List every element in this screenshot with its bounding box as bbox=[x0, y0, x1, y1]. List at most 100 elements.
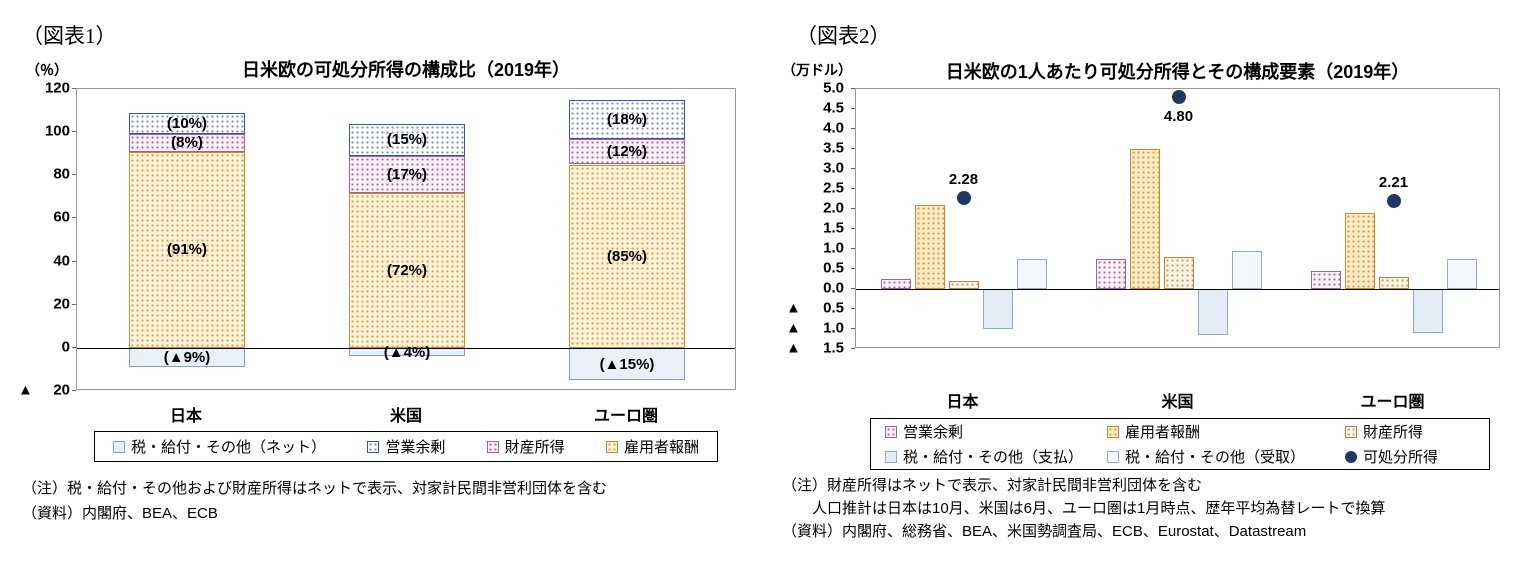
y-axis-tick-mark bbox=[851, 208, 855, 209]
negative-triangle-mark: ▲ bbox=[786, 299, 801, 317]
bar-operating bbox=[880, 279, 911, 289]
bar-data-label: (▲4%) bbox=[383, 343, 431, 361]
legend-item-compensation: 雇用者報酬 bbox=[605, 436, 699, 457]
bar-data-label: (▲9%) bbox=[163, 349, 211, 367]
y-axis-tick-label: 40 bbox=[53, 252, 70, 270]
y-axis-tick-label: 2.5 bbox=[823, 179, 844, 197]
y-axis-tick-label: 20 bbox=[53, 295, 70, 313]
y-axis-tick-mark bbox=[851, 168, 855, 169]
x-category-label: ユーロ圏 bbox=[593, 408, 658, 425]
y-axis-tick-mark bbox=[851, 248, 855, 249]
y-axis-tick-mark bbox=[72, 390, 76, 391]
legend-label-operating: 営業余剰 bbox=[903, 424, 964, 441]
y-axis-tick-mark bbox=[851, 128, 855, 129]
bar-data-label: (18%) bbox=[606, 110, 647, 128]
y-axis-tick-mark bbox=[72, 174, 76, 176]
legend-swatch-property bbox=[1345, 425, 1357, 438]
y-axis-tick-label: 1.0 bbox=[823, 239, 844, 257]
legend-label-tax_paid: 税・給付・その他（支払） bbox=[903, 449, 1084, 466]
legend-swatch-tax_paid bbox=[885, 450, 897, 463]
y-axis-tick-mark bbox=[851, 188, 855, 189]
figure1-note: （注）税・給付・その他および財産所得はネットで表示、対家計民間非営利団体を含む bbox=[22, 480, 608, 497]
scatter-point-disposable bbox=[1171, 90, 1186, 104]
figure1-caption: （図表1） bbox=[22, 24, 117, 48]
y-axis-tick-mark bbox=[851, 328, 855, 329]
bar-segment-compensation: (91%) bbox=[129, 151, 245, 348]
legend-swatch-operating bbox=[367, 440, 380, 453]
y-axis-tick-number: 0.5 bbox=[823, 299, 844, 317]
legend-item-property: 財産所得 bbox=[486, 436, 565, 457]
y-axis-tick-label: ▲ 1.0 bbox=[786, 321, 844, 336]
bar-data-label: (72%) bbox=[386, 261, 427, 279]
x-category-label: 米国 bbox=[389, 408, 422, 425]
figure2-source: （資料）内閣府、総務省、BEA、米国勢調査局、ECB、Eurostat、Data… bbox=[782, 523, 1307, 540]
figure2-panel: （図表2） 日米欧の1人あたり可処分所得とその構成要素（2019年） （万ドル）… bbox=[770, 0, 1514, 572]
y-axis-tick-mark bbox=[72, 346, 76, 348]
y-axis-tick-mark bbox=[851, 148, 855, 149]
legend-item-operating: 営業余剰 bbox=[885, 421, 1107, 442]
y-axis-tick-label: 3.5 bbox=[823, 139, 844, 157]
bar-data-label: (85%) bbox=[606, 247, 647, 265]
bar-tax_received bbox=[1231, 251, 1262, 289]
y-axis-tick-label: ▲ 1.5 bbox=[786, 341, 844, 356]
y-axis-tick-number: 1.0 bbox=[823, 319, 844, 337]
legend-label-tax_received: 税・給付・その他（受取） bbox=[1125, 449, 1306, 466]
y-axis-tick-label: 3.0 bbox=[823, 159, 844, 177]
bar-segment-property: (8%) bbox=[129, 134, 245, 152]
bar-segment-operating: (10%) bbox=[129, 112, 245, 135]
bar-property bbox=[948, 281, 979, 289]
negative-triangle-mark: ▲ bbox=[786, 339, 801, 357]
bar-segment-compensation: (85%) bbox=[569, 164, 685, 348]
scatter-data-label: 2.21 bbox=[1378, 173, 1409, 191]
bar-segment-property: (12%) bbox=[569, 138, 685, 165]
bar-data-label: (15%) bbox=[386, 131, 427, 149]
y-axis-tick-label: 2.0 bbox=[823, 199, 844, 217]
y-axis-tick-label: 0.0 bbox=[823, 279, 844, 297]
x-category-label: 日本 bbox=[169, 408, 202, 425]
scatter-data-label: 4.80 bbox=[1163, 108, 1194, 125]
y-axis-tick-mark bbox=[851, 348, 855, 349]
bar-segment-property: (17%) bbox=[349, 155, 465, 193]
y-axis-tick-mark bbox=[851, 308, 855, 309]
y-axis-tick-mark bbox=[851, 288, 855, 289]
bar-data-label: (▲15%) bbox=[599, 355, 655, 373]
bar-data-label: (12%) bbox=[606, 143, 647, 161]
y-axis-tick-label: 5.0 bbox=[823, 79, 844, 97]
figure1-title: 日米欧の可処分所得の構成比（2019年） bbox=[241, 60, 571, 80]
bar-compensation bbox=[1129, 149, 1160, 289]
figure2-title: 日米欧の1人あたり可処分所得とその構成要素（2019年） bbox=[945, 62, 1410, 82]
bar-segment-tax: (▲4%) bbox=[349, 344, 465, 361]
y-axis-tick-number: 1.5 bbox=[823, 339, 844, 357]
bar-compensation bbox=[914, 205, 945, 289]
figure2-plot-area: 2.28 4.80 2.21 bbox=[855, 88, 1500, 348]
legend-swatch-property bbox=[486, 440, 499, 453]
zero-axis-line bbox=[77, 347, 735, 349]
y-axis-tick-label: 4.5 bbox=[823, 99, 844, 117]
legend-item-tax_received: 税・給付・その他（受取） bbox=[1107, 446, 1345, 467]
y-axis-tick-number: 20 bbox=[53, 381, 70, 399]
y-axis-tick-label: 0.5 bbox=[823, 259, 844, 277]
bar-tax_received bbox=[1016, 259, 1047, 289]
figure1-panel: （図表1） 日米欧の可処分所得の構成比（2019年） （％） (91%) (8%)… bbox=[8, 0, 760, 572]
y-axis-tick-label: ▲ 0.5 bbox=[786, 301, 844, 316]
scatter-point-disposable bbox=[956, 190, 971, 205]
y-axis-tick-mark bbox=[851, 108, 855, 109]
legend-swatch-tax_received bbox=[1107, 450, 1119, 463]
figure1-source: （資料）内閣府、BEA、ECB bbox=[22, 505, 218, 522]
legend-swatch-disposable bbox=[1345, 450, 1357, 463]
legend-item-tax: 税・給付・その他（ネット） bbox=[113, 436, 326, 457]
figure2-caption: （図表2） bbox=[796, 24, 891, 48]
negative-triangle-mark: ▲ bbox=[786, 319, 801, 337]
y-axis-tick-label: 0 bbox=[61, 338, 70, 356]
bar-segment-operating: (18%) bbox=[569, 99, 685, 139]
legend-swatch-operating bbox=[885, 425, 897, 438]
legend-swatch-tax bbox=[113, 440, 125, 453]
y-axis-tick-mark bbox=[72, 260, 76, 262]
legend-item-compensation: 雇用者報酬 bbox=[1107, 421, 1345, 442]
bar-data-label: (91%) bbox=[166, 241, 207, 259]
legend-label-compensation: 雇用者報酬 bbox=[623, 439, 699, 456]
legend-item-disposable: 可処分所得 bbox=[1345, 446, 1489, 467]
y-axis-tick-mark bbox=[72, 131, 76, 133]
bar-segment-tax: (▲15%) bbox=[569, 347, 685, 381]
